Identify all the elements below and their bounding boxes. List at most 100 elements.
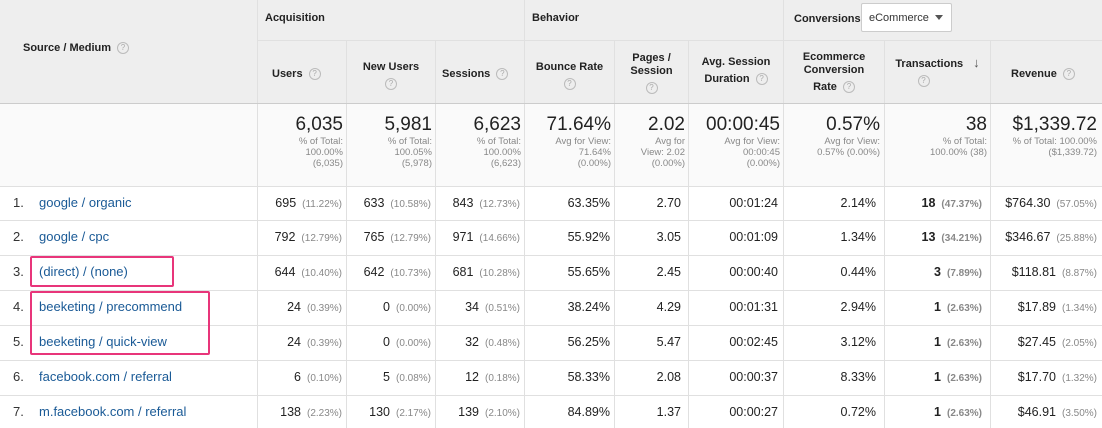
- source-medium-link[interactable]: m.facebook.com / referral: [39, 404, 187, 419]
- avg-duration-cell-value: 00:01:31: [729, 300, 778, 314]
- sessions-cell-value: 34: [465, 300, 479, 314]
- total-value: 38: [965, 114, 987, 135]
- total-value: 6,623: [473, 114, 521, 135]
- column-avg-session-duration[interactable]: Avg. Session Duration?: [701, 56, 771, 86]
- total-note: % of Total:: [942, 136, 987, 147]
- total-note: % of Total:: [387, 136, 432, 147]
- total-note: % of Total: 100.00%: [1012, 136, 1097, 147]
- goal-select-value: eCommerce: [869, 11, 929, 24]
- revenue-cell-value: $27.45: [1017, 335, 1056, 349]
- transactions-cell-percent: (34.21%): [941, 233, 982, 244]
- total-note: Avg for View:: [824, 136, 880, 147]
- avg-duration-cell-value: 00:00:40: [729, 265, 778, 279]
- avg-duration-cell: 00:01:09: [690, 230, 778, 244]
- conversion-rate-cell: 8.33%: [784, 370, 876, 384]
- pages-session-cell-value: 5.47: [656, 335, 681, 349]
- transactions-cell-percent: (47.37%): [941, 199, 982, 210]
- bounce-rate-cell: 55.65%: [526, 265, 610, 279]
- users-cell-percent: (0.39%): [306, 303, 342, 314]
- source-medium-link[interactable]: facebook.com / referral: [39, 369, 172, 384]
- help-icon[interactable]: ?: [385, 77, 397, 90]
- new-users-cell-percent: (0.00%): [395, 338, 431, 349]
- source-medium-link[interactable]: google / organic: [39, 195, 132, 210]
- help-icon[interactable]: ?: [496, 68, 509, 80]
- source-medium-link[interactable]: beeketing / quick-view: [39, 334, 167, 349]
- help-icon[interactable]: ?: [645, 81, 658, 94]
- bounce-rate-cell: 63.35%: [526, 196, 610, 210]
- pages-session-cell-value: 1.37: [656, 405, 681, 419]
- help-icon[interactable]: ?: [308, 68, 321, 80]
- column-pages-session[interactable]: Pages / Session ?: [630, 51, 673, 94]
- revenue-cell: $17.70 (1.32%): [993, 370, 1097, 384]
- help-icon[interactable]: ?: [563, 77, 576, 90]
- total-note: ($1,339.72): [1048, 147, 1097, 158]
- column-bounce-rate[interactable]: Bounce Rate ?: [535, 60, 604, 90]
- total-note: View: 2.02: [640, 147, 685, 158]
- total-ecr: 0.57% Avg for View: 0.57% (0.00%): [786, 114, 880, 158]
- goal-select[interactable]: eCommerce: [861, 3, 952, 32]
- new-users-cell-value: 642: [363, 265, 385, 279]
- sessions-cell-value: 681: [452, 265, 474, 279]
- help-icon[interactable]: ?: [1062, 68, 1075, 80]
- pages-session-cell-value: 2.45: [656, 265, 681, 279]
- conversion-rate-cell-value: 0.44%: [840, 265, 876, 279]
- source-medium-header[interactable]: Source / Medium: [23, 42, 112, 54]
- total-note: % of Total:: [298, 136, 343, 147]
- users-cell: 24 (0.39%): [258, 335, 342, 349]
- pages-session-cell: 2.45: [615, 265, 681, 279]
- revenue-cell: $46.91 (3.50%): [993, 405, 1097, 419]
- acquisition-group: Acquisition: [265, 12, 325, 24]
- help-icon[interactable]: ?: [842, 81, 855, 94]
- conversion-rate-cell-value: 2.14%: [840, 196, 876, 210]
- revenue-cell-value: $17.89: [1017, 300, 1056, 314]
- transactions-cell: 1 (2.63%): [886, 370, 982, 384]
- row-index: 7.: [13, 404, 24, 419]
- total-value: 2.02: [648, 114, 685, 135]
- source-medium-link[interactable]: google / cpc: [39, 229, 110, 244]
- users-cell: 6 (0.10%): [258, 370, 342, 384]
- column-transactions[interactable]: Transactions ↓ ?: [895, 54, 980, 87]
- bounce-rate-cell: 56.25%: [526, 335, 610, 349]
- sessions-cell-value: 971: [452, 230, 474, 244]
- help-icon[interactable]: ?: [917, 74, 930, 87]
- total-note: (0.00%): [577, 158, 611, 169]
- new-users-cell: 130 (2.17%): [347, 405, 431, 419]
- row-index: 1.: [13, 195, 24, 210]
- total-note: Avg for View:: [724, 136, 780, 147]
- conversion-rate-cell: 1.34%: [784, 230, 876, 244]
- source-medium-link[interactable]: (direct) / (none): [39, 264, 128, 279]
- users-cell-percent: (12.79%): [301, 233, 342, 244]
- new-users-cell-percent: (0.00%): [395, 303, 431, 314]
- total-note: 0.57% (0.00%): [817, 147, 880, 158]
- sort-down-arrow-icon[interactable]: ↓: [973, 54, 980, 70]
- conversions-group: Conversions: [794, 13, 861, 25]
- row-index: 4.: [13, 299, 24, 314]
- total-note: 00:00:45: [743, 147, 780, 158]
- sessions-cell-value: 12: [465, 370, 479, 384]
- new-users-cell-percent: (2.17%): [395, 408, 431, 419]
- sessions-cell-percent: (14.66%): [479, 233, 520, 244]
- revenue-cell: $27.45 (2.05%): [993, 335, 1097, 349]
- sessions-cell-value: 843: [452, 196, 474, 210]
- conversion-rate-cell-value: 0.72%: [840, 405, 876, 419]
- avg-duration-cell: 00:00:27: [690, 405, 778, 419]
- column-ecommerce-conversion-rate[interactable]: Ecommerce Conversion Rate?: [802, 51, 866, 94]
- bounce-rate-cell-value: 63.35%: [567, 196, 610, 210]
- total-bounce-rate: 71.64% Avg for View: 71.64% (0.00%): [529, 114, 611, 169]
- conversion-rate-cell-value: 1.34%: [840, 230, 876, 244]
- total-note: (6,035): [312, 158, 343, 169]
- column-revenue[interactable]: Revenue?: [1011, 66, 1075, 82]
- users-cell-percent: (2.23%): [306, 408, 342, 419]
- help-icon[interactable]: ?: [755, 73, 768, 86]
- sessions-cell-percent: (0.18%): [484, 373, 520, 384]
- column-users[interactable]: Users?: [272, 66, 321, 82]
- column-sessions[interactable]: Sessions?: [442, 66, 509, 82]
- column-new-users[interactable]: New Users ?: [362, 60, 420, 90]
- transactions-cell-value: 1: [934, 335, 941, 349]
- source-medium-link[interactable]: beeketing / precommend: [39, 299, 183, 314]
- help-icon[interactable]: ?: [117, 42, 130, 54]
- conversion-rate-cell: 0.72%: [784, 405, 876, 419]
- total-note: 71.64%: [578, 147, 611, 158]
- avg-duration-cell-value: 00:01:09: [729, 230, 778, 244]
- pages-session-cell-value: 4.29: [656, 300, 681, 314]
